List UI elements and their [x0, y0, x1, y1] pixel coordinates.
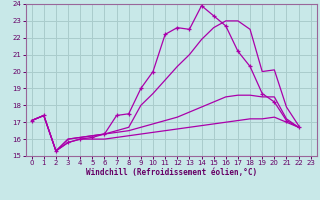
X-axis label: Windchill (Refroidissement éolien,°C): Windchill (Refroidissement éolien,°C)	[86, 168, 257, 177]
